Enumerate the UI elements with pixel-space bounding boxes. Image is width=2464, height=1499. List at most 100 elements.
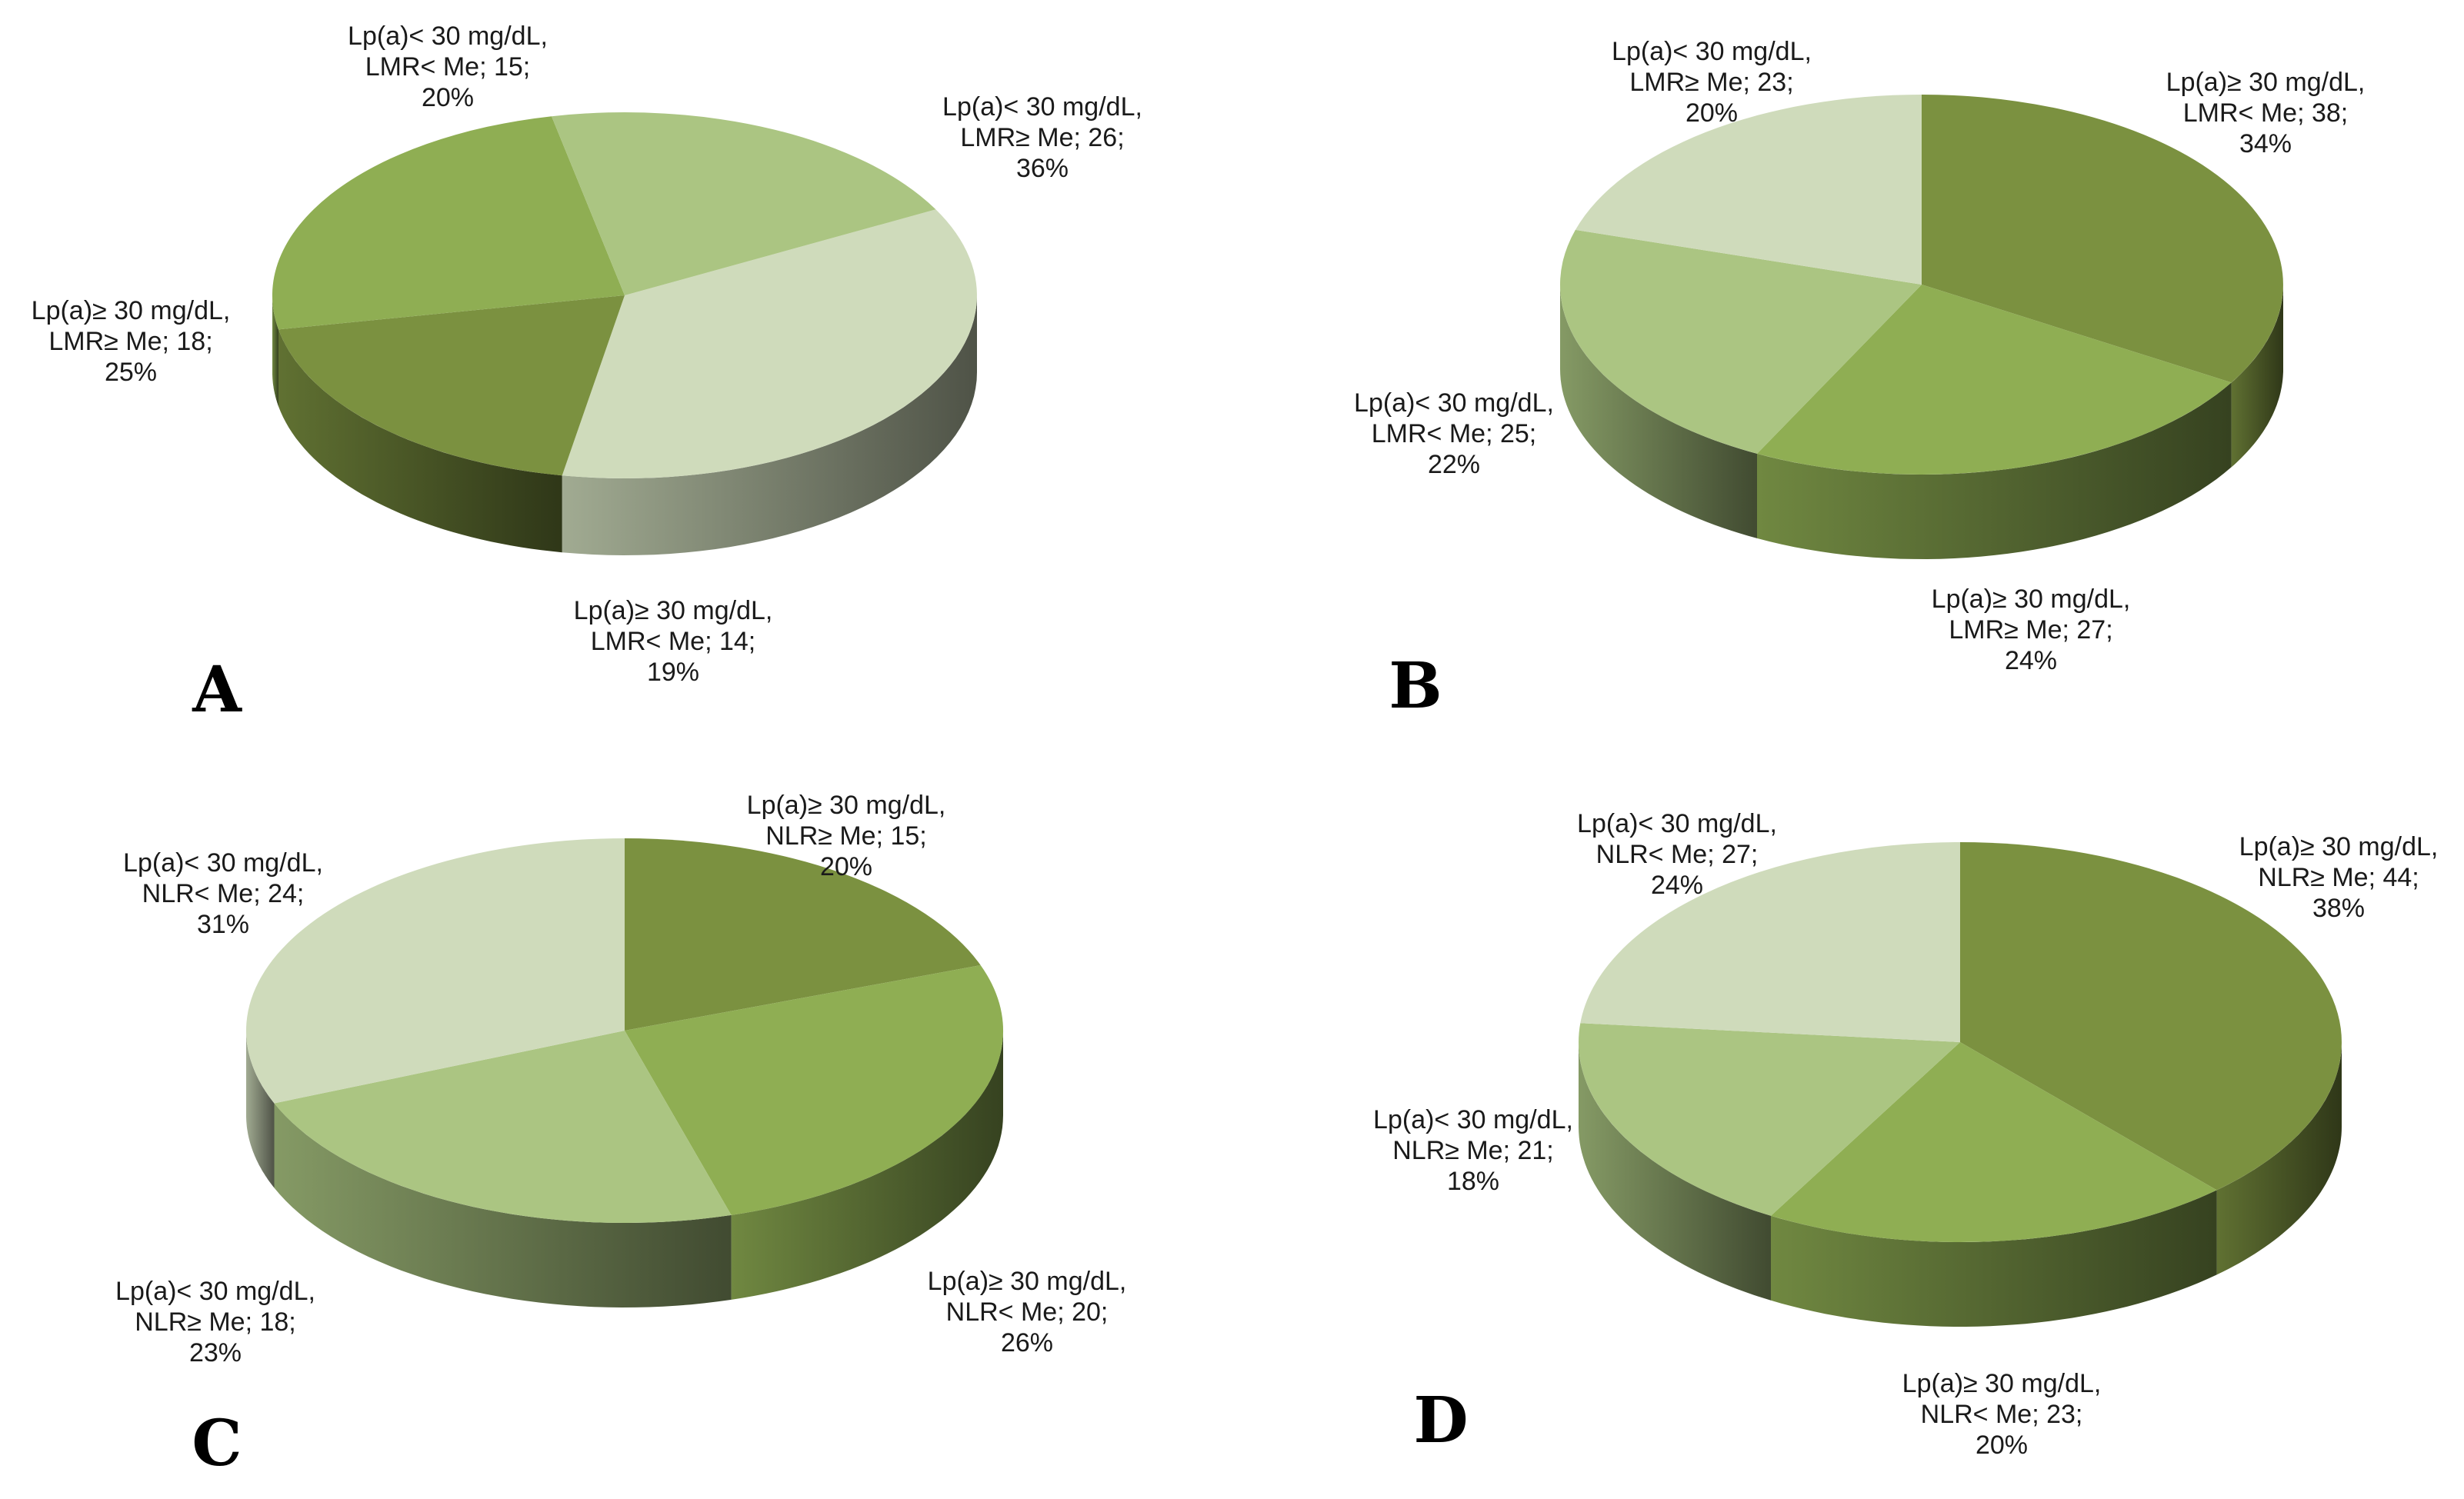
pie-side-wall xyxy=(1579,1042,1771,1301)
pie-slice xyxy=(1922,95,2283,383)
slice-data-label-line: Lp(a)≥ 30 mg/dL, xyxy=(928,1267,1127,1296)
slice-data-label: Lp(a)< 30 mg/dL, NLR< Me; 27; 24% xyxy=(1577,809,1777,900)
pie-slice xyxy=(278,295,625,476)
pie-slice xyxy=(562,209,977,478)
slice-data-label-line: 26% xyxy=(1001,1328,1053,1357)
pie-slice xyxy=(1771,1042,2217,1243)
slice-data-label-line: 36% xyxy=(1016,154,1069,183)
pie-side-wall xyxy=(246,1031,275,1188)
slice-data-label-line: LMR< Me; 38; xyxy=(2183,98,2348,128)
slice-data-label-line: 20% xyxy=(1685,98,1738,128)
pie-slice xyxy=(625,965,1004,1215)
slice-data-label-line: 25% xyxy=(105,358,157,387)
slice-data-label-line: LMR≥ Me; 27; xyxy=(1949,615,2112,645)
slice-data-label: Lp(a)< 30 mg/dL, NLR≥ Me; 18; 23% xyxy=(115,1277,315,1367)
pie-side-wall xyxy=(1560,285,1757,538)
slice-data-label-line: 20% xyxy=(820,852,872,881)
slice-data-label: Lp(a)≥ 30 mg/dL, NLR≥ Me; 15; 20% xyxy=(747,791,946,881)
slice-data-label: Lp(a)< 30 mg/dL, LMR< Me; 15; 20% xyxy=(348,22,548,112)
slice-data-label-line: Lp(a)< 30 mg/dL, xyxy=(115,1277,315,1306)
slice-data-label: Lp(a)< 30 mg/dL, NLR< Me; 24; 31% xyxy=(123,848,323,939)
slice-data-label-line: LMR≥ Me; 26; xyxy=(960,123,1124,152)
slice-data-label-line: LMR< Me; 15; xyxy=(365,52,530,82)
slice-data-label-line: 38% xyxy=(2312,894,2365,923)
slice-data-label: Lp(a)≥ 30 mg/dL, LMR≥ Me; 18; 25% xyxy=(32,296,231,387)
pie-side-wall xyxy=(1771,1190,2217,1327)
slice-data-label: Lp(a)≥ 30 mg/dL, LMR< Me; 38; 34% xyxy=(2166,68,2366,158)
slice-data-label-line: Lp(a)≥ 30 mg/dL, xyxy=(2166,68,2366,97)
slice-data-label-line: Lp(a)≥ 30 mg/dL, xyxy=(747,791,946,820)
slice-data-label-line: LMR≥ Me; 23; xyxy=(1629,68,1793,97)
slice-data-label-line: Lp(a)< 30 mg/dL, xyxy=(123,848,323,878)
slice-data-label-line: 31% xyxy=(197,910,249,939)
slice-data-label-line: 22% xyxy=(1428,450,1480,479)
pie-chart-panel-d: Lp(a)≥ 30 mg/dL, NLR≥ Me; 44; 38%Lp(a)≥ 30… xyxy=(1373,809,2438,1460)
pie-slice xyxy=(1757,285,2232,475)
slice-data-label: Lp(a)< 30 mg/dL, NLR≥ Me; 21; 18% xyxy=(1373,1105,1573,1196)
pie-side-walls xyxy=(246,1031,1003,1307)
slice-data-label-line: 34% xyxy=(2239,129,2292,158)
pie-slice xyxy=(274,1031,732,1224)
slice-data-label: Lp(a)< 30 mg/dL, LMR≥ Me; 26; 36% xyxy=(942,92,1142,183)
pie-side-wall xyxy=(274,1103,732,1307)
pie-slice xyxy=(1575,95,1922,285)
slice-data-label-line: Lp(a)< 30 mg/dL, xyxy=(1373,1105,1573,1134)
slice-data-label-line: NLR< Me; 27; xyxy=(1596,840,1759,869)
slice-data-label-line: NLR< Me; 20; xyxy=(946,1297,1109,1327)
slice-data-label-line: NLR< Me; 24; xyxy=(142,879,305,908)
slice-data-label-line: Lp(a)< 30 mg/dL, xyxy=(942,92,1142,122)
slice-data-label-line: Lp(a)≥ 30 mg/dL, xyxy=(2239,832,2439,861)
pie-chart-panel-a: Lp(a)< 30 mg/dL, LMR≥ Me; 26; 36%Lp(a)≥ 30… xyxy=(32,22,1142,727)
slice-data-label: Lp(a)< 30 mg/dL, LMR< Me; 25; 22% xyxy=(1354,388,1554,479)
slice-data-label-line: 20% xyxy=(422,83,474,112)
panel-letter: B xyxy=(1389,649,1442,723)
pie-slice xyxy=(272,116,625,330)
pie-side-wall xyxy=(2231,285,2283,468)
slice-data-label: Lp(a)≥ 30 mg/dL, NLR≥ Me; 44; 38% xyxy=(2239,832,2439,923)
slice-data-label-line: LMR< Me; 25; xyxy=(1372,419,1536,448)
pie-chart-panel-b: Lp(a)≥ 30 mg/dL, LMR< Me; 38; 34%Lp(a)≥ 30… xyxy=(1354,37,2365,723)
pie-side-wall xyxy=(278,329,562,553)
pie-slice xyxy=(1960,842,2342,1191)
pie-side-walls xyxy=(1560,285,2283,559)
pie-side-walls xyxy=(1579,1042,2342,1327)
pie-side-wall xyxy=(2216,1042,2342,1275)
slice-data-label-line: Lp(a)≥ 30 mg/dL, xyxy=(1932,585,2131,614)
slice-data-label: Lp(a)≥ 30 mg/dL, LMR< Me; 14; 19% xyxy=(574,596,773,687)
slice-data-label-line: NLR≥ Me; 15; xyxy=(765,821,927,851)
slice-data-label-line: 23% xyxy=(189,1338,242,1367)
slice-data-label: Lp(a)< 30 mg/dL, LMR≥ Me; 23; 20% xyxy=(1612,37,1812,128)
slice-data-label: Lp(a)≥ 30 mg/dL, LMR≥ Me; 27; 24% xyxy=(1932,585,2131,675)
panel-letter: C xyxy=(192,1407,242,1481)
pie-slice xyxy=(1579,1023,1960,1216)
slice-data-label-line: Lp(a)< 30 mg/dL, xyxy=(1354,388,1554,418)
pie-side-wall xyxy=(1757,382,2232,559)
pie-side-walls xyxy=(272,295,977,555)
slice-data-label-line: NLR< Me; 23; xyxy=(1921,1400,2083,1429)
pie-side-wall xyxy=(562,295,977,555)
slice-data-label-line: Lp(a)< 30 mg/dL, xyxy=(1577,809,1777,838)
slice-data-label-line: Lp(a)< 30 mg/dL, xyxy=(348,22,548,51)
slice-data-label-line: 20% xyxy=(1976,1431,2028,1460)
slice-data-label-line: NLR≥ Me; 21; xyxy=(1392,1136,1554,1165)
slice-data-label-line: LMR< Me; 14; xyxy=(591,627,755,656)
slice-data-label-line: 24% xyxy=(1651,871,1703,900)
pie-slice xyxy=(245,838,625,1104)
pie-chart-panel-c: Lp(a)≥ 30 mg/dL, NLR≥ Me; 15; 20%Lp(a)≥ 30… xyxy=(115,791,1126,1481)
slice-data-label-line: 18% xyxy=(1447,1167,1499,1196)
pie-side-wall xyxy=(731,1031,1003,1300)
pie-slice xyxy=(552,112,936,295)
slice-data-label: Lp(a)≥ 30 mg/dL, NLR< Me; 23; 20% xyxy=(1902,1369,2102,1460)
slice-data-label-line: NLR≥ Me; 18; xyxy=(135,1307,296,1337)
slice-data-label-line: Lp(a)< 30 mg/dL, xyxy=(1612,37,1812,66)
slice-data-label-line: LMR≥ Me; 18; xyxy=(48,327,212,356)
slice-data-label-line: Lp(a)≥ 30 mg/dL, xyxy=(32,296,231,325)
slice-data-label-line: 24% xyxy=(2005,646,2057,675)
panel-letter: D xyxy=(1413,1384,1468,1457)
panel-letter: A xyxy=(192,653,242,727)
pie-slice xyxy=(1580,842,1960,1042)
pie-side-wall xyxy=(272,295,278,407)
slice-data-label-line: 19% xyxy=(647,658,699,687)
pie-slice xyxy=(625,838,981,1031)
